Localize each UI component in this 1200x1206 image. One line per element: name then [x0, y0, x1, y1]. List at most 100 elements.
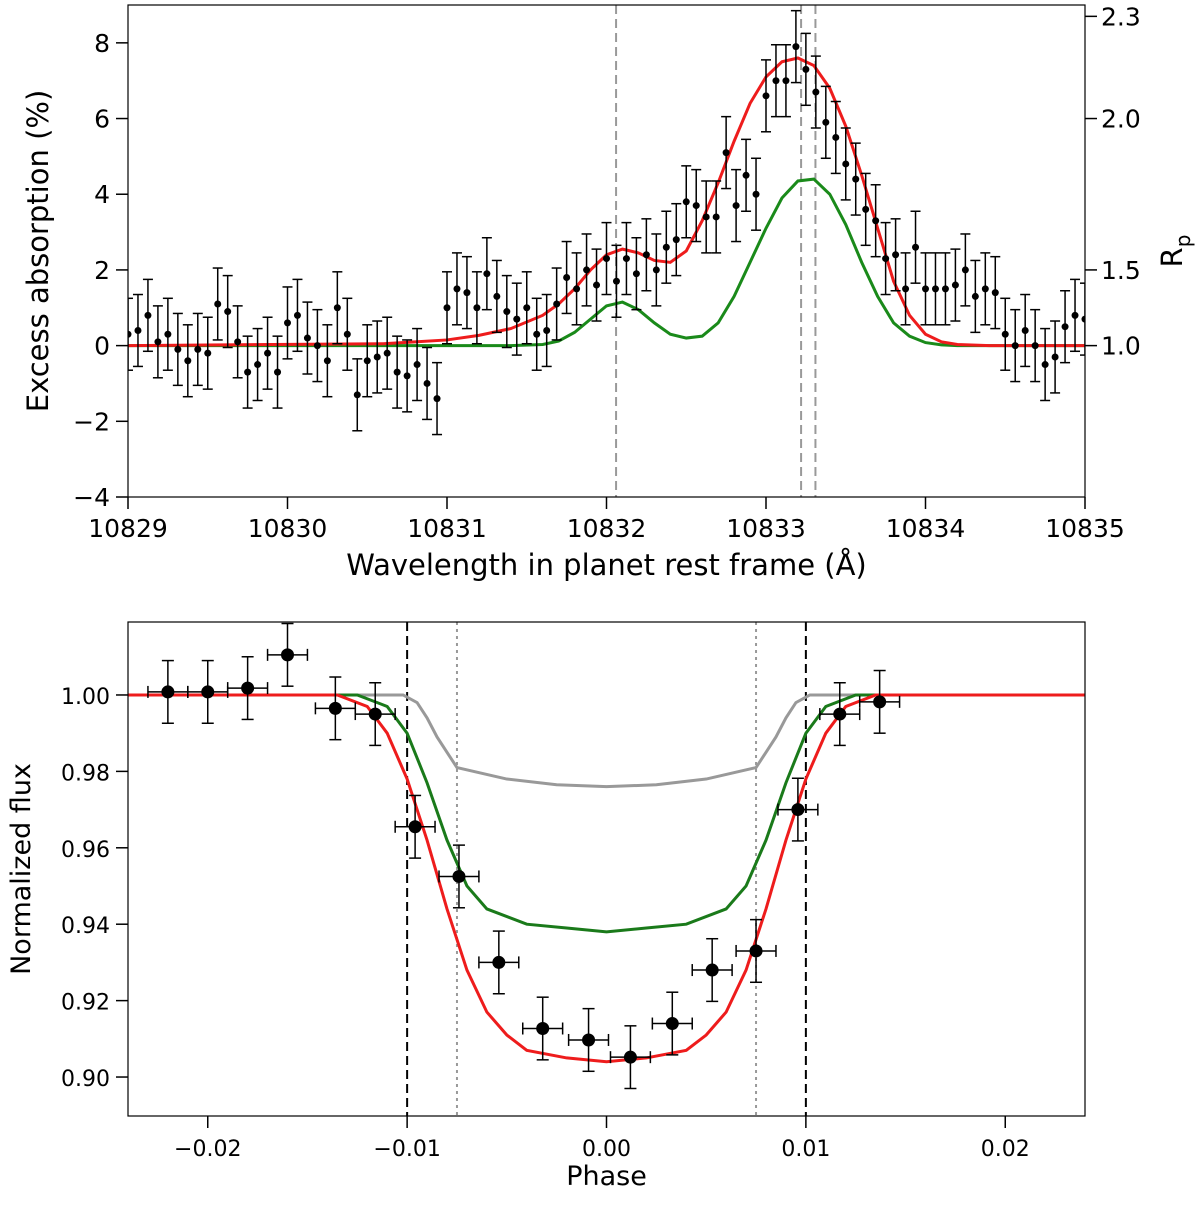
x-tick-label: −0.01 [373, 1137, 440, 1162]
data-point [662, 243, 670, 251]
data-point [303, 334, 311, 342]
data-point [201, 685, 215, 699]
data-point [144, 311, 152, 319]
data-point [705, 963, 719, 977]
model-line [128, 693, 1085, 934]
data-point [264, 349, 272, 357]
data-point [483, 270, 491, 278]
data-point [194, 345, 202, 353]
y2-tick-label: 2.0 [1101, 105, 1141, 134]
data-point [842, 160, 850, 168]
data-point [852, 175, 860, 183]
model-line [128, 693, 1085, 1064]
x-axis-label: Wavelength in planet rest frame (Å) [346, 548, 866, 582]
data-point [642, 251, 650, 259]
data-point [961, 266, 969, 274]
data-point [284, 319, 291, 327]
data-point [922, 285, 929, 293]
data-point [241, 681, 255, 695]
data-point [573, 285, 581, 293]
data-point [822, 118, 830, 126]
data-point [951, 281, 959, 289]
data-point [1011, 342, 1019, 350]
data-point [343, 330, 351, 338]
data-point [553, 300, 561, 308]
x-tick-label: −0.02 [174, 1137, 241, 1162]
data-point [161, 685, 175, 699]
data-point [1001, 330, 1009, 338]
data-point [971, 292, 979, 300]
data-point [782, 77, 790, 85]
data-point [812, 88, 820, 96]
data-point [832, 133, 840, 141]
y-tick-label: −2 [73, 407, 110, 436]
data-point [443, 304, 451, 312]
x-tick-label: 0.00 [582, 1137, 631, 1162]
data-point [732, 202, 740, 210]
model-line [128, 56, 1085, 348]
y-tick-label: 0.96 [61, 838, 110, 863]
data-point [433, 395, 441, 403]
data-point [722, 149, 730, 157]
data-point [712, 213, 720, 221]
x-tick-label: 10831 [407, 514, 487, 543]
data-point [791, 803, 805, 817]
data-point [154, 338, 162, 346]
data-point [623, 1050, 637, 1064]
data-point [665, 1017, 679, 1031]
data-point [752, 190, 760, 198]
data-point [204, 349, 212, 357]
data-point [333, 304, 341, 312]
y2-tick-label: 2.3 [1101, 2, 1141, 31]
data-point [622, 255, 630, 263]
data-point [912, 243, 920, 251]
data-point [408, 820, 422, 834]
y-tick-label: −4 [73, 483, 110, 512]
y-tick-label: 4 [94, 180, 110, 209]
data-point [393, 368, 401, 376]
y-tick-label: 1.00 [61, 685, 110, 710]
data-point [234, 338, 242, 346]
data-point [473, 304, 481, 312]
data-point [224, 308, 232, 316]
data-point [503, 308, 511, 316]
data-point [383, 349, 391, 357]
data-point [323, 357, 331, 365]
data-point [672, 236, 680, 244]
data-point [513, 315, 521, 323]
data-point [174, 345, 182, 353]
y-tick-label: 0.94 [61, 914, 110, 939]
y-axis-label: Normalized flux [6, 763, 37, 975]
plot-area [128, 622, 1085, 1116]
data-point [749, 944, 763, 958]
y-tick-label: 0.92 [61, 991, 110, 1016]
data-point [368, 707, 382, 721]
model-line [128, 693, 1085, 789]
data-point [492, 955, 506, 969]
data-point [1041, 361, 1049, 369]
data-point [612, 277, 620, 285]
data-point [563, 273, 571, 281]
data-point [902, 285, 910, 293]
x-tick-label: 0.01 [781, 1137, 830, 1162]
data-point [772, 77, 780, 85]
data-point [1071, 311, 1079, 319]
y-axis-label: Excess absorption (%) [21, 90, 55, 413]
data-point [742, 171, 750, 179]
data-point [293, 311, 301, 319]
data-point [692, 202, 700, 210]
data-point [328, 701, 342, 715]
data-point [128, 330, 132, 338]
y-tick-label: 2 [94, 256, 110, 285]
data-point [543, 326, 551, 334]
y-tick-label: 6 [94, 105, 110, 134]
plot-area [128, 5, 1085, 497]
data-point [274, 368, 282, 376]
x-tick-label: 0.02 [981, 1137, 1030, 1162]
data-point [413, 361, 421, 369]
data-point [762, 92, 770, 100]
data-point [353, 391, 361, 399]
y2-axis-label: Rp [1155, 235, 1195, 268]
data-point [1021, 326, 1029, 334]
